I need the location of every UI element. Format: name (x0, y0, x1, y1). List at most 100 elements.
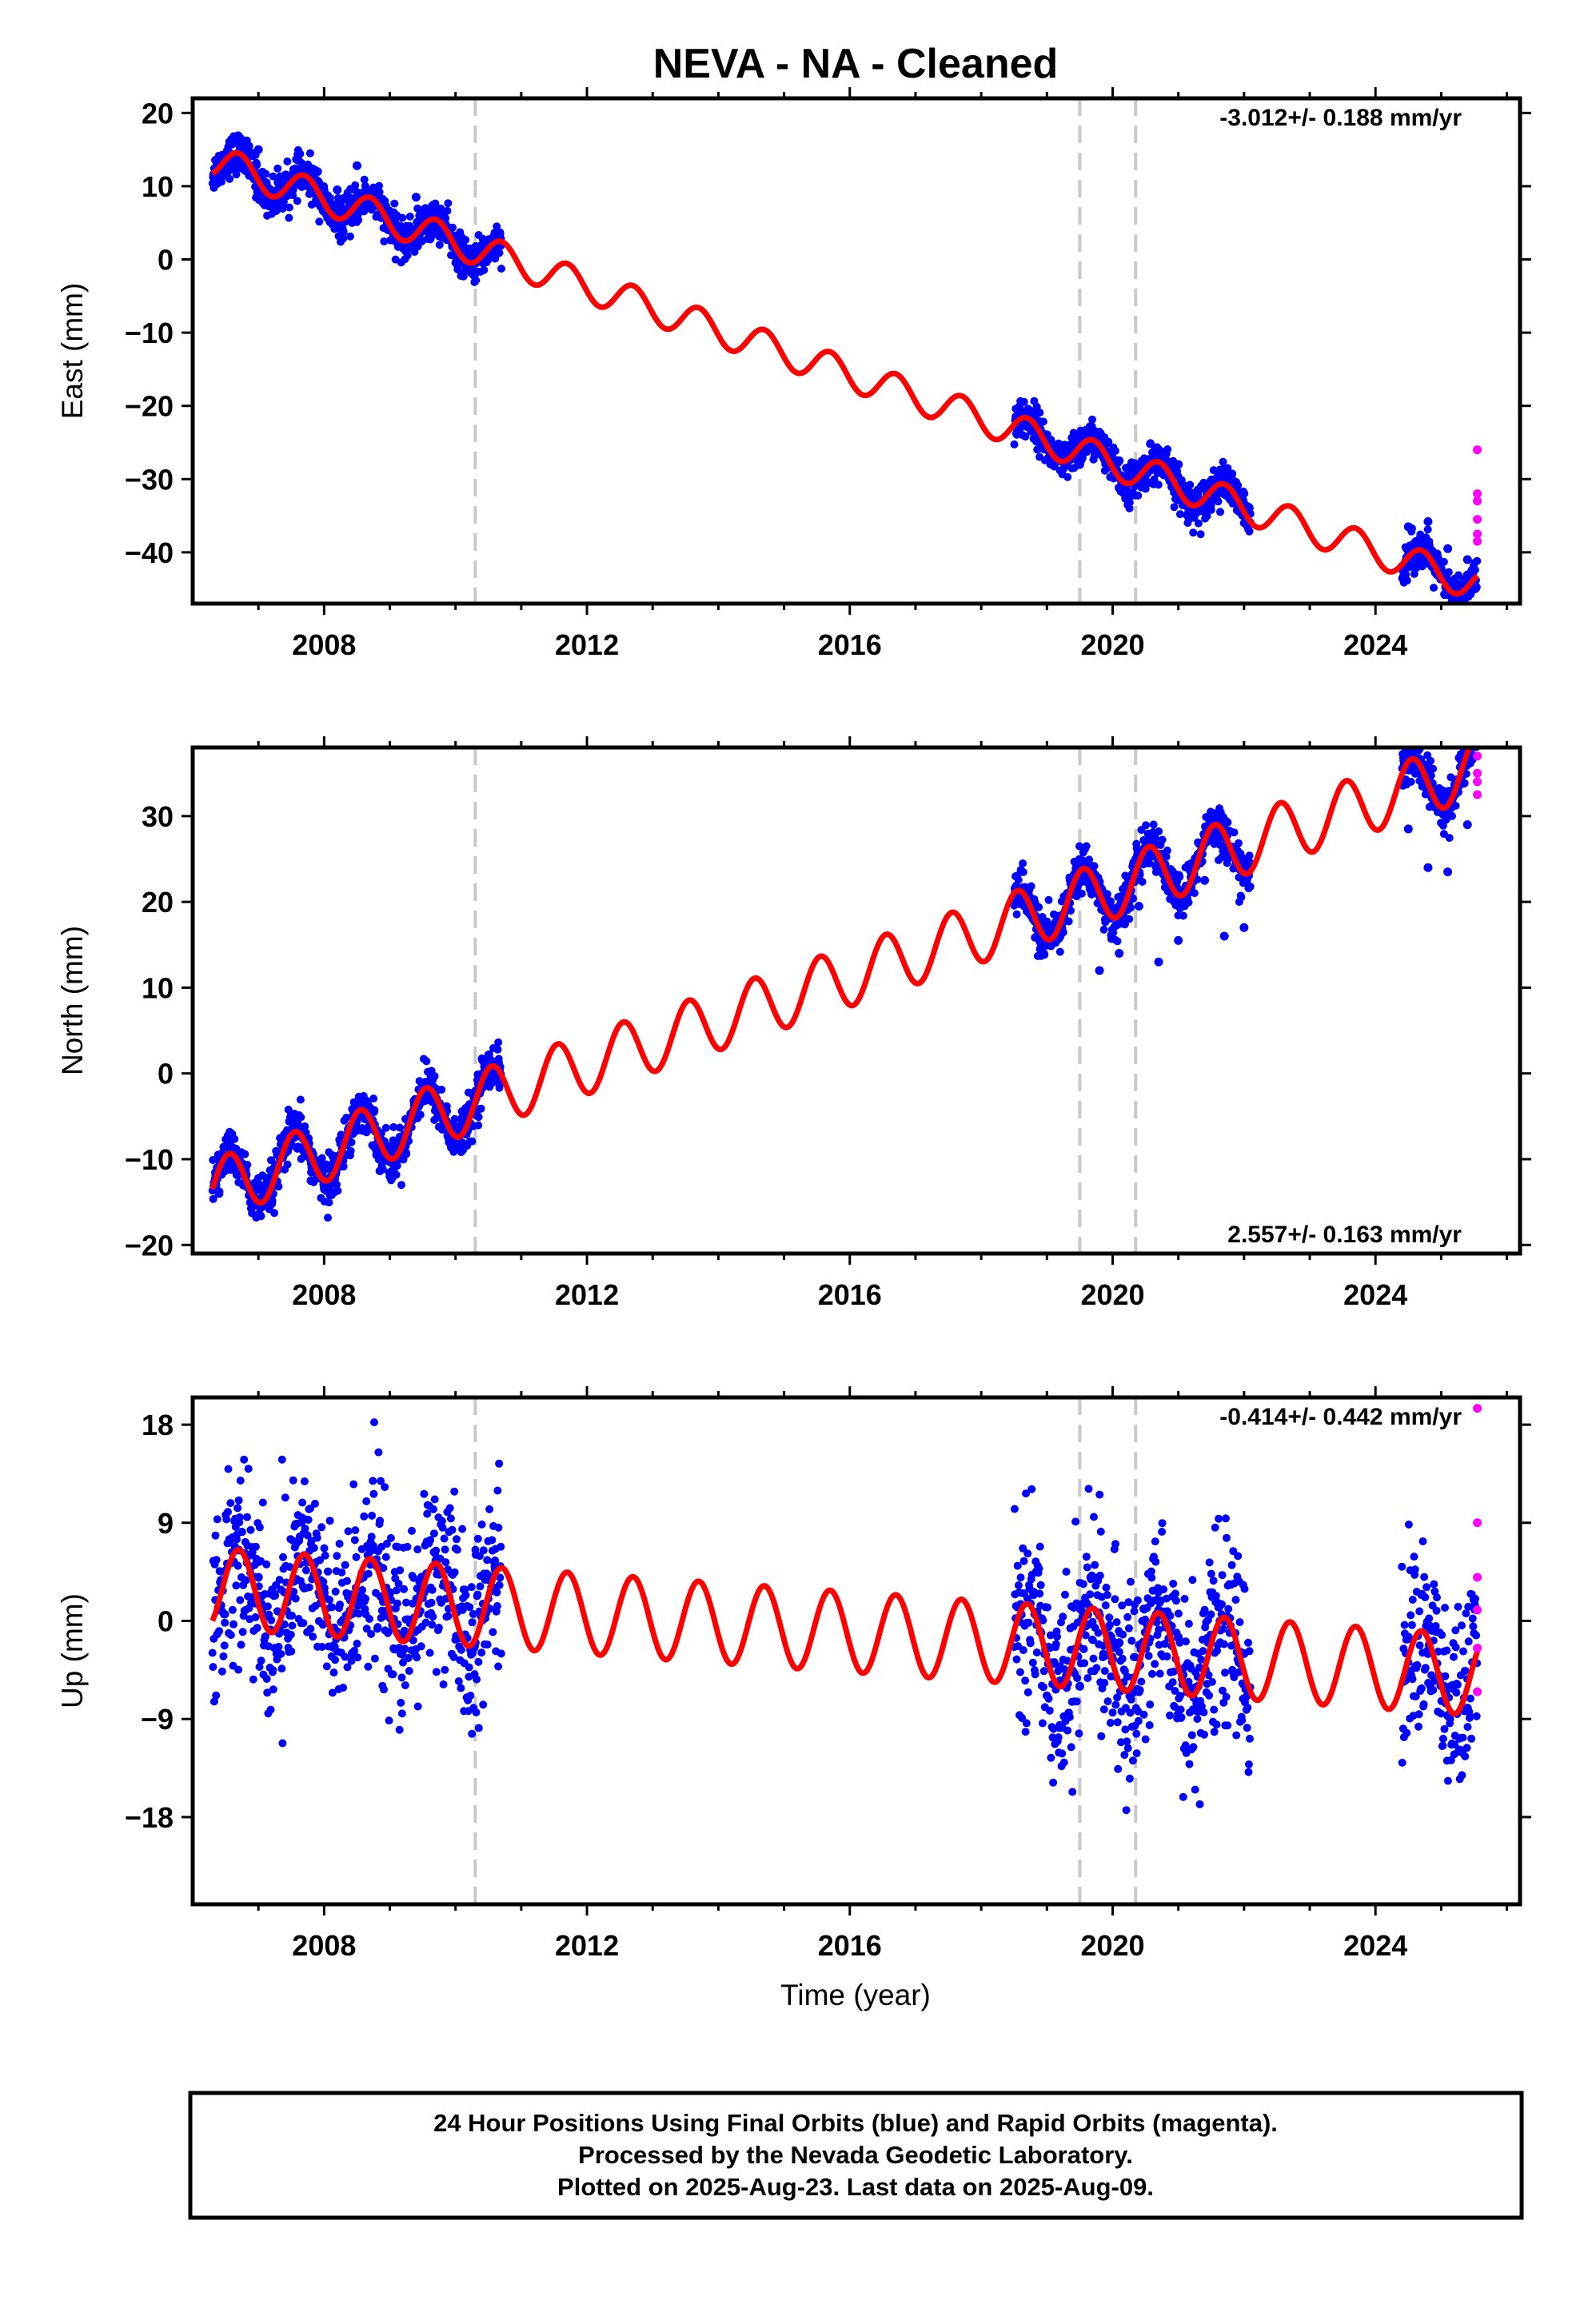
up-final-orbit-point (277, 1650, 285, 1658)
up-final-orbit-point (441, 1545, 449, 1553)
east-final-orbit-point (346, 233, 354, 241)
up-final-orbit-point (213, 1515, 221, 1523)
up-final-orbit-point (323, 1662, 331, 1670)
up-final-orbit-point (1147, 1574, 1155, 1582)
up-final-orbit-point (253, 1624, 261, 1632)
up-final-orbit-point (441, 1666, 449, 1674)
up-final-orbit-point (331, 1656, 339, 1664)
chart-title: NEVA - NA - Cleaned (653, 41, 1059, 87)
up-final-orbit-point (1188, 1576, 1196, 1584)
north-final-orbit-point (1231, 828, 1239, 836)
up-final-orbit-point (1104, 1697, 1112, 1705)
east-final-orbit-point (1011, 440, 1019, 448)
east-final-orbit-point (472, 277, 480, 285)
up-final-orbit-point (435, 1624, 443, 1632)
up-final-orbit-point (381, 1483, 389, 1491)
up-final-orbit-point (1158, 1528, 1166, 1536)
up-final-orbit-point (364, 1663, 372, 1671)
north-final-orbit-point-26 (1404, 824, 1413, 833)
up-final-orbit-point (289, 1477, 297, 1485)
east-final-orbit-point (444, 199, 452, 207)
up-final-orbit-point (474, 1535, 482, 1543)
east-final-orbit-point-22 (1155, 445, 1163, 454)
up-final-orbit-point (1163, 1652, 1171, 1660)
up-final-orbit-point (1191, 1786, 1199, 1794)
up-final-orbit-point (478, 1521, 486, 1529)
up-final-orbit-point (1101, 1667, 1109, 1675)
up-final-orbit-point (485, 1505, 493, 1513)
up-final-orbit-point (1123, 1613, 1131, 1621)
north-y-tick-label: 0 (158, 1058, 174, 1090)
north-final-orbit-point-5 (306, 1176, 315, 1185)
up-final-orbit-point (497, 1543, 505, 1551)
east-final-orbit-point-1 (234, 132, 243, 141)
north-final-orbit-point (1175, 873, 1183, 881)
up-final-orbit-point (1017, 1573, 1025, 1581)
east-final-orbit-point (273, 165, 281, 173)
up-final-orbit-point (429, 1612, 437, 1620)
north-final-orbit-point (241, 1150, 249, 1158)
up-final-orbit-point (447, 1514, 455, 1522)
up-final-orbit-point (249, 1676, 257, 1684)
north-final-orbit-point (297, 1096, 305, 1104)
north-final-orbit-point (370, 1106, 378, 1114)
north-final-orbit-point (1019, 868, 1027, 876)
north-final-orbit-point (1407, 778, 1415, 786)
up-final-orbit-point (1071, 1517, 1079, 1525)
up-final-orbit-point (1208, 1678, 1216, 1686)
up-final-orbit-point (466, 1692, 474, 1700)
up-final-orbit-point (433, 1668, 441, 1676)
up-final-orbit-point (353, 1653, 361, 1661)
up-final-orbit-point (301, 1477, 309, 1485)
north-final-orbit-point (1015, 876, 1023, 884)
east-final-orbit-point (217, 177, 225, 185)
up-final-orbit-point (1043, 1604, 1051, 1612)
up-final-orbit-point (263, 1675, 271, 1683)
up-final-orbit-point (233, 1504, 241, 1512)
north-final-orbit-point (417, 1110, 425, 1118)
up-final-orbit-point (345, 1527, 353, 1535)
up-final-orbit-point (1182, 1637, 1190, 1645)
east-final-orbit-point (1035, 409, 1043, 417)
up-final-orbit-point (267, 1616, 275, 1624)
up-final-orbit-point (1083, 1553, 1091, 1561)
north-final-orbit-point (1470, 720, 1478, 728)
up-final-orbit-point (288, 1622, 296, 1630)
up-final-orbit-point (367, 1630, 375, 1638)
up-final-orbit-point (1073, 1674, 1081, 1682)
east-final-orbit-point (1163, 445, 1171, 453)
north-final-orbit-point (243, 1161, 251, 1169)
east-x-tick-label: 2020 (1080, 628, 1144, 661)
up-final-orbit-point (445, 1612, 453, 1620)
up-final-orbit-point (1079, 1580, 1087, 1588)
east-final-orbit-point (404, 252, 412, 260)
north-final-orbit-point (1237, 893, 1245, 901)
up-final-orbit-point (1075, 1729, 1083, 1737)
up-final-orbit-point (455, 1677, 463, 1685)
up-final-orbit-point (1166, 1612, 1174, 1620)
up-final-orbit-point (281, 1493, 289, 1501)
up-final-orbit-point (473, 1591, 481, 1599)
north-final-orbit-point (393, 1162, 401, 1170)
up-final-orbit-point (380, 1685, 388, 1693)
up-final-orbit-point (235, 1497, 243, 1505)
east-frame (193, 98, 1520, 604)
up-final-orbit-point (398, 1709, 406, 1717)
up-final-orbit-point (488, 1536, 496, 1544)
north-final-orbit-point (382, 1124, 390, 1132)
north-final-orbit-point (1223, 819, 1231, 827)
up-final-orbit-point (397, 1699, 405, 1707)
up-final-orbit-point (376, 1517, 384, 1525)
north-final-orbit-point (1410, 736, 1418, 744)
east-y-axis-label: East (mm) (56, 283, 89, 420)
east-final-orbit-point (1216, 508, 1224, 516)
up-final-orbit-point (1125, 1624, 1133, 1632)
north-final-orbit-point-19 (1115, 949, 1123, 958)
up-final-orbit-point (441, 1558, 449, 1566)
east-final-orbit-point-5 (313, 167, 322, 176)
north-final-orbit-point (1235, 839, 1243, 847)
east-final-orbit-point-3 (273, 178, 282, 187)
up-final-orbit-point (1053, 1632, 1061, 1640)
up-final-orbit-point (267, 1706, 275, 1714)
north-final-orbit-point (1125, 915, 1133, 923)
